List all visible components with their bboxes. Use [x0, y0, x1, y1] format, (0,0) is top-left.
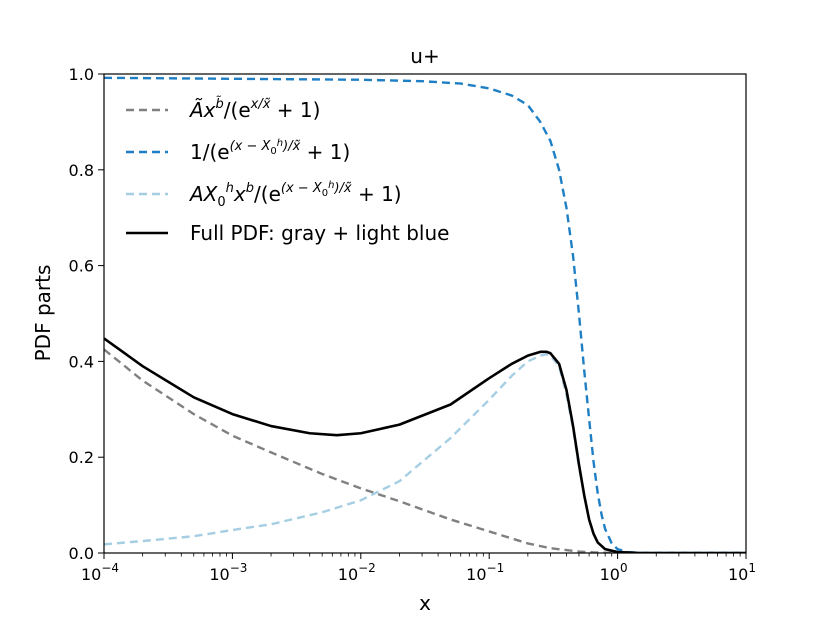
- y-tick-label: 0.4: [69, 352, 94, 371]
- axes: 0.00.20.40.60.81.010−4 10−3 10−2 10−1 100 101: [69, 65, 756, 584]
- y-tick-label: 0.0: [69, 544, 94, 563]
- legend: Ãxb̃/(ex/x̃ + 1) 1/(e(x − X0h)/x̃ + 1) AX0…: [126, 97, 449, 245]
- plot-frame: [103, 73, 747, 554]
- series-line-1: [104, 76, 746, 553]
- y-tick-label: 1.0: [69, 65, 94, 84]
- x-tick-label: 10−2: [338, 561, 376, 584]
- legend-label-1: 1/(e(x − X0h)/x̃ + 1): [190, 138, 350, 164]
- y-tick-label: 0.2: [69, 448, 94, 467]
- x-axis-title: x: [419, 591, 431, 615]
- y-tick-label: 0.8: [69, 161, 94, 180]
- y-axis-title: PDF parts: [31, 265, 55, 362]
- y-tick-label: 0.6: [69, 257, 94, 276]
- chart-title: u+: [410, 44, 439, 68]
- legend-label-2: AX0hxb/(e(x − X0h)/x̃ + 1): [188, 180, 402, 210]
- legend-label-0: Ãxb̃/(ex/x̃ + 1): [188, 97, 320, 122]
- series-line-3: [104, 337, 746, 553]
- legend-label-3: Full PDF: gray + light blue: [190, 221, 449, 245]
